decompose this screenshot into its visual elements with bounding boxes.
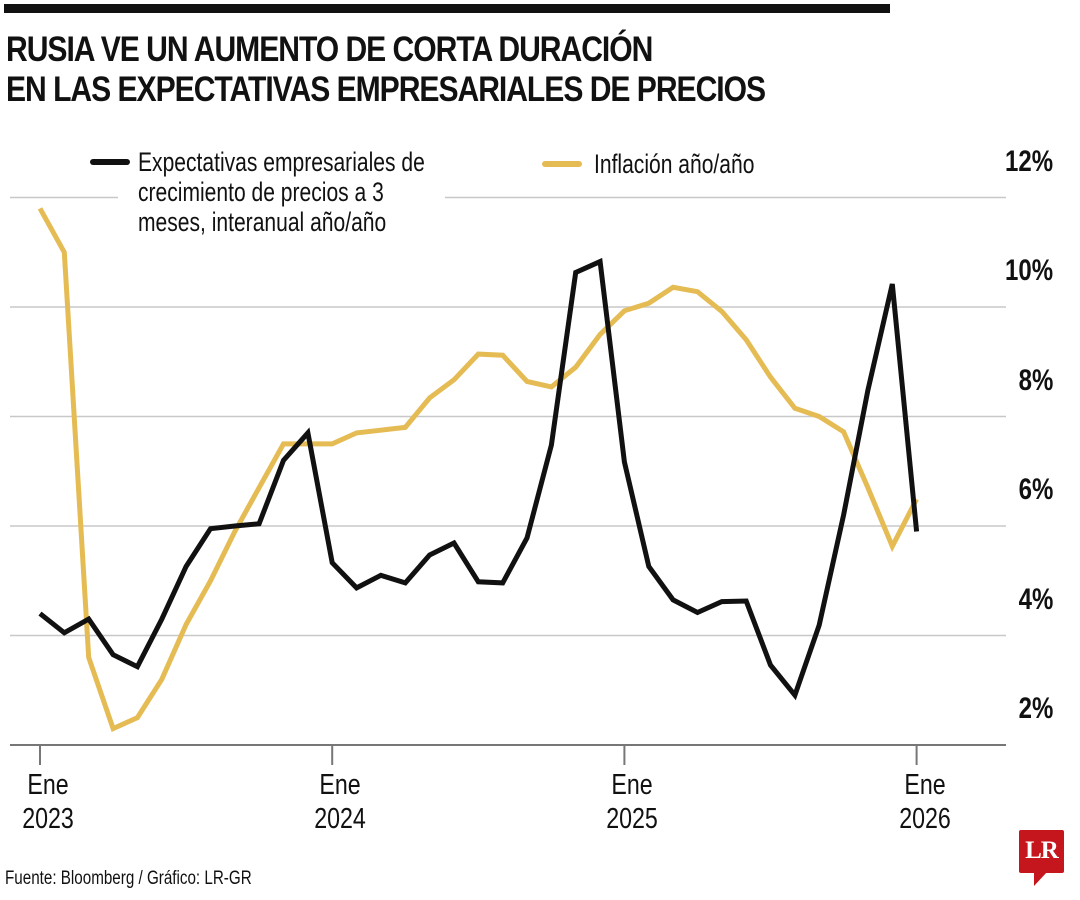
- x-tick-year: 2024: [314, 803, 366, 835]
- logo-speech-tail: [1034, 872, 1047, 886]
- x-tick-month: Ene: [611, 769, 654, 801]
- title-line-2: EN LAS EXPECTATIVAS EMPRESARIALES DE PRE…: [6, 70, 766, 109]
- legend-swatch-expectations: [90, 159, 130, 165]
- legend-label-line-2: crecimiento de precios a 3: [138, 177, 384, 207]
- y-tick-label-2: 2%: [1018, 692, 1053, 725]
- title-line-1: RUSIA VE UN AUMENTO DE CORTA DURACIÓN: [6, 30, 653, 69]
- legend-item-expectations: Expectativas empresariales de crecimient…: [138, 147, 425, 237]
- x-tick-month: Ene: [319, 769, 361, 801]
- top-rule: [4, 4, 890, 13]
- x-axis: [10, 744, 1006, 765]
- y-tick-label-12: 12%: [1004, 144, 1053, 178]
- x-tick-label-2024: Ene 2024: [292, 768, 388, 836]
- x-tick-label-2026: Ene 2026: [877, 768, 973, 836]
- legend-swatch-inflation: [542, 161, 582, 167]
- gridlines: [10, 196, 1006, 637]
- x-tick-year: 2026: [898, 803, 951, 835]
- y-tick-label-10: 10%: [1004, 254, 1053, 287]
- x-tick-label-2025: Ene 2025: [584, 768, 680, 836]
- y-tick-label-4: 4%: [1018, 582, 1053, 616]
- series-line-expectations: [38, 257, 920, 701]
- legend-label-line-1: Expectativas empresariales de: [138, 147, 425, 177]
- legend-item-inflation: Inflación año/año: [594, 149, 754, 179]
- y-tick-label-8: 8%: [1018, 363, 1053, 397]
- x-tick-month: Ene: [903, 769, 946, 801]
- x-tick-label-2023: Ene 2023: [0, 768, 96, 836]
- legend-label-inflation: Inflación año/año: [594, 149, 755, 179]
- x-tick-year: 2023: [22, 803, 74, 835]
- series-lines: [37, 207, 920, 733]
- lr-logo: LR: [1019, 830, 1064, 873]
- legend-label-line-3: meses, interanual año/año: [138, 207, 387, 237]
- y-tick-label-6: 6%: [1018, 473, 1053, 506]
- series-line-inflation: [37, 207, 919, 733]
- x-tick-year: 2025: [606, 803, 659, 835]
- source-note: Fuente: Bloomberg / Gráfico: LR-GR: [5, 868, 252, 889]
- logo-text: LR: [1025, 837, 1059, 864]
- x-tick-month: Ene: [27, 769, 69, 801]
- chart-title: RUSIA VE UN AUMENTO DE CORTA DURACIÓN EN…: [6, 30, 766, 110]
